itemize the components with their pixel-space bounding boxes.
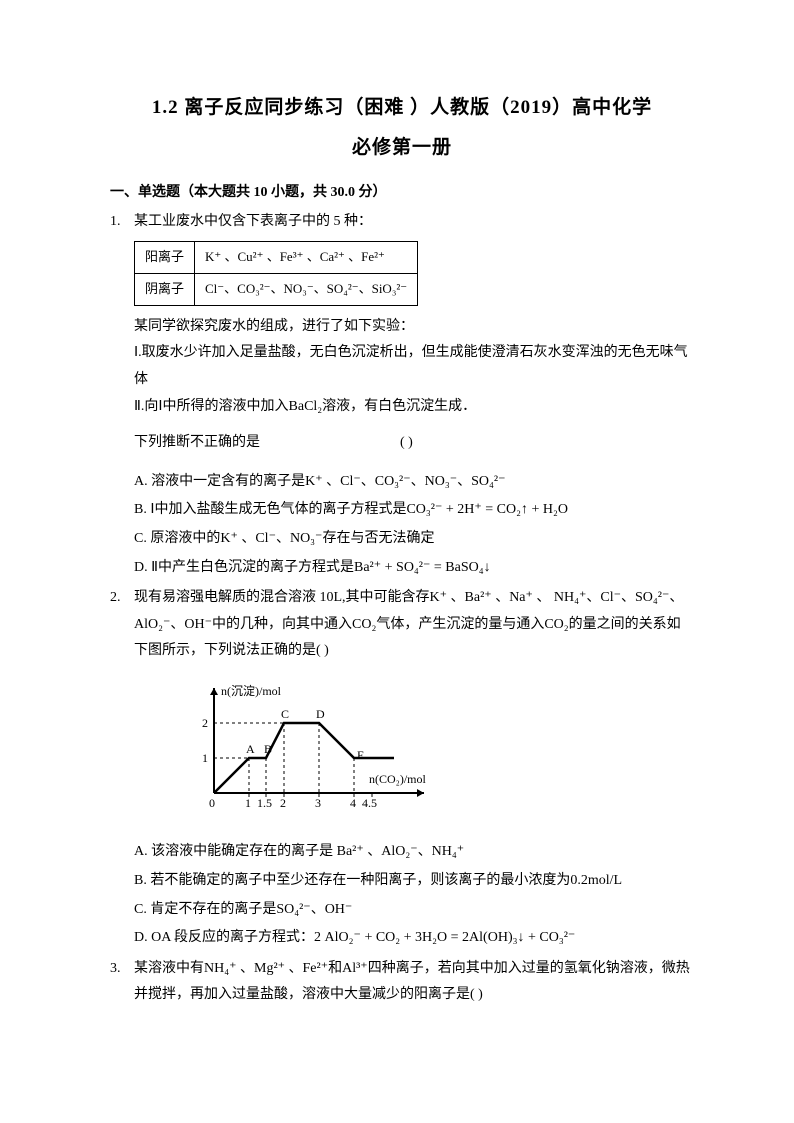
y-axis-arrow-icon <box>210 688 218 695</box>
q1-option-c: C. 原溶液中的K⁺ 、Cl⁻、NO₃⁻存在与否无法确定 <box>134 526 694 553</box>
ytick-2: 2 <box>202 716 208 730</box>
page: 1.2 离子反应同步练习（困难 ）人教版（2019）高中化学 必修第一册 一、单… <box>0 0 794 1049</box>
doc-title-line1: 1.2 离子反应同步练习（困难 ）人教版（2019）高中化学 <box>110 90 694 126</box>
q1-p3: Ⅱ.向Ⅰ中所得的溶液中加入BaCl₂溶液，有白色沉淀生成． <box>134 394 694 421</box>
xtick-4: 4 <box>350 796 356 810</box>
y-label: n(沉淀)/mol <box>221 684 282 698</box>
q1-option-b: B. Ⅰ中加入盐酸生成无色气体的离子方程式是CO₃²⁻ + 2H⁺ = CO₂↑… <box>134 497 694 524</box>
pt-e: E <box>357 748 364 762</box>
q1-number: 1. <box>110 209 134 583</box>
q2-option-b: B. 若不能确定的离子中至少还存在一种阳离子，则该离子的最小浓度为0.2mol/… <box>134 868 694 895</box>
q1-body: 某工业废水中仅含下表离子中的 5 种： 阳离子 K⁺ 、Cu²⁺ 、Fe³⁺ 、… <box>134 209 694 583</box>
q1-option-a: A. 溶液中一定含有的离子是K⁺ 、Cl⁻、CO₃²⁻、NO₃⁻、SO₄²⁻ <box>134 469 694 496</box>
pt-c: C <box>281 707 289 721</box>
xtick-0: 0 <box>209 796 215 810</box>
xtick-45: 4.5 <box>362 796 377 810</box>
spacer <box>134 420 694 430</box>
q2-options: A. 该溶液中能确定存在的离子是 Ba²⁺ 、AlO₂⁻、NH₄⁺ B. 若不能… <box>134 839 694 951</box>
q3-number: 3. <box>110 956 134 1009</box>
pt-b: B <box>264 742 272 756</box>
q1-table-r2c1: 阴离子 <box>135 274 195 306</box>
question-2: 2. 现有易溶强电解质的混合溶液 10L,其中可能含存K⁺ 、Ba²⁺ 、Na⁺… <box>110 585 694 954</box>
q2-chart-svg: A B C D E n(沉淀)/mol n(CO₂)/mol 1 2 0 1 1… <box>174 673 454 823</box>
q2-option-a: A. 该溶液中能确定存在的离子是 Ba²⁺ 、AlO₂⁻、NH₄⁺ <box>134 839 694 866</box>
q1-table-r1c2: K⁺ 、Cu²⁺ 、Fe³⁺ 、Ca²⁺ 、Fe²⁺ <box>195 242 418 274</box>
question-1: 1. 某工业废水中仅含下表离子中的 5 种： 阳离子 K⁺ 、Cu²⁺ 、Fe³… <box>110 209 694 583</box>
spacer <box>134 457 694 467</box>
q2-stem: 现有易溶强电解质的混合溶液 10L,其中可能含存K⁺ 、Ba²⁺ 、Na⁺ 、 … <box>134 585 694 665</box>
xtick-1: 1 <box>245 796 251 810</box>
q3-stem: 某溶液中有NH₄⁺ 、Mg²⁺ 、Fe²⁺和Al³⁺四种离子，若向其中加入过量的… <box>134 956 694 1009</box>
xtick-3: 3 <box>315 796 321 810</box>
q1-stem: 某工业废水中仅含下表离子中的 5 种： <box>134 209 694 236</box>
x-label: n(CO₂)/mol <box>369 772 427 786</box>
q1-option-d: D. Ⅱ中产生白色沉淀的离子方程式是Ba²⁺ + SO₄²⁻ = BaSO₄↓ <box>134 555 694 582</box>
q3-body: 某溶液中有NH₄⁺ 、Mg²⁺ 、Fe²⁺和Al³⁺四种离子，若向其中加入过量的… <box>134 956 694 1009</box>
x-axis-arrow-icon <box>417 789 424 797</box>
q1-table-r2c2: Cl⁻、CO₃²⁻、NO₃⁻、SO₄²⁻、SiO₃²⁻ <box>195 274 418 306</box>
q1-p2: Ⅰ.取废水少许加入足量盐酸，无白色沉淀析出，但生成能使澄清石灰水变浑浊的无色无味… <box>134 340 694 393</box>
q1-table-r1c1: 阳离子 <box>135 242 195 274</box>
pt-a: A <box>246 742 255 756</box>
q2-option-d: D. OA 段反应的离子方程式：2 AlO₂⁻ + CO₂ + 3H₂O = 2… <box>134 925 694 952</box>
q1-ion-table: 阳离子 K⁺ 、Cu²⁺ 、Fe³⁺ 、Ca²⁺ 、Fe²⁺ 阴离子 Cl⁻、C… <box>134 241 418 305</box>
doc-title-line2: 必修第一册 <box>110 130 694 166</box>
section-heading: 一、单选题（本大题共 10 小题，共 30.0 分） <box>110 180 694 207</box>
ytick-1: 1 <box>202 751 208 765</box>
xtick-2: 2 <box>280 796 286 810</box>
q1-options: A. 溶液中一定含有的离子是K⁺ 、Cl⁻、CO₃²⁻、NO₃⁻、SO₄²⁻ B… <box>134 469 694 581</box>
xtick-15: 1.5 <box>257 796 272 810</box>
q2-option-c: C. 肯定不存在的离子是SO₄²⁻、OH⁻ <box>134 897 694 924</box>
q2-chart: A B C D E n(沉淀)/mol n(CO₂)/mol 1 2 0 1 1… <box>174 673 694 834</box>
question-3: 3. 某溶液中有NH₄⁺ 、Mg²⁺ 、Fe²⁺和Al³⁺四种离子，若向其中加入… <box>110 956 694 1009</box>
pt-d: D <box>316 707 325 721</box>
q2-number: 2. <box>110 585 134 954</box>
q2-body: 现有易溶强电解质的混合溶液 10L,其中可能含存K⁺ 、Ba²⁺ 、Na⁺ 、 … <box>134 585 694 954</box>
q1-p4: 下列推断不正确的是 ( ) <box>134 430 694 457</box>
q1-p1: 某同学欲探究废水的组成，进行了如下实验： <box>134 314 694 341</box>
